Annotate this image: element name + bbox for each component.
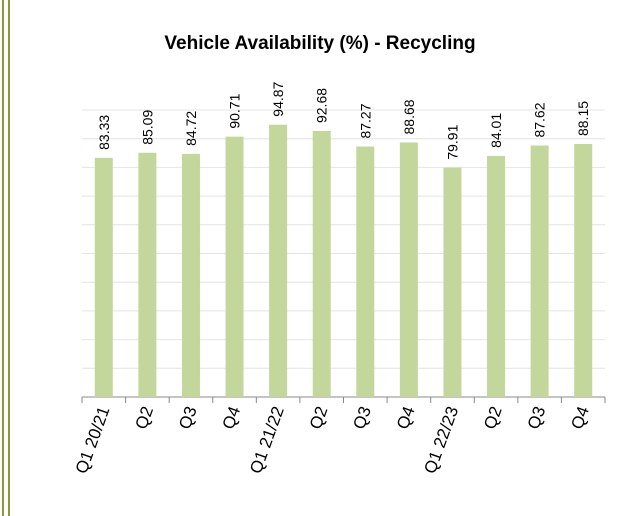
value-label: 94.87 bbox=[270, 81, 286, 116]
value-label: 84.72 bbox=[183, 111, 199, 146]
x-tick-label: Q4 bbox=[567, 404, 593, 432]
x-tick-label: Q4 bbox=[393, 404, 419, 432]
x-tick-label: Q2 bbox=[306, 404, 332, 432]
x-tick-label: Q3 bbox=[175, 404, 201, 432]
x-tick-label: Q1 22/23 bbox=[420, 404, 462, 476]
bar bbox=[399, 142, 418, 397]
x-tick-label: Q3 bbox=[349, 404, 375, 432]
bar bbox=[574, 144, 593, 397]
chart-title: Vehicle Availability (%) - Recycling bbox=[164, 33, 475, 54]
value-label: 87.27 bbox=[357, 103, 373, 138]
value-label: 88.68 bbox=[401, 99, 417, 134]
value-label: 84.01 bbox=[488, 113, 504, 148]
x-tick-label: Q4 bbox=[219, 404, 245, 432]
bar bbox=[312, 131, 331, 397]
value-label: 88.15 bbox=[575, 101, 591, 136]
bar bbox=[487, 155, 506, 397]
x-tick-label: Q2 bbox=[132, 404, 158, 432]
x-tick-label: Q2 bbox=[480, 404, 506, 432]
bar bbox=[356, 146, 375, 397]
x-tick-label: Q1 20/21 bbox=[72, 404, 114, 476]
value-label: 83.33 bbox=[96, 115, 112, 150]
x-tick-label: Q3 bbox=[524, 404, 550, 432]
bar bbox=[530, 145, 549, 397]
bar bbox=[181, 153, 200, 397]
bar bbox=[225, 136, 244, 397]
x-tick-label: Q1 21/22 bbox=[246, 404, 288, 476]
value-label: 79.91 bbox=[444, 124, 460, 159]
bar bbox=[443, 167, 462, 397]
bar bbox=[269, 124, 288, 398]
value-label: 85.09 bbox=[139, 110, 155, 145]
bar bbox=[138, 152, 157, 397]
value-label: 92.68 bbox=[314, 88, 330, 123]
value-label: 87.62 bbox=[532, 102, 548, 137]
value-label: 90.71 bbox=[227, 93, 243, 128]
bar bbox=[94, 157, 113, 397]
